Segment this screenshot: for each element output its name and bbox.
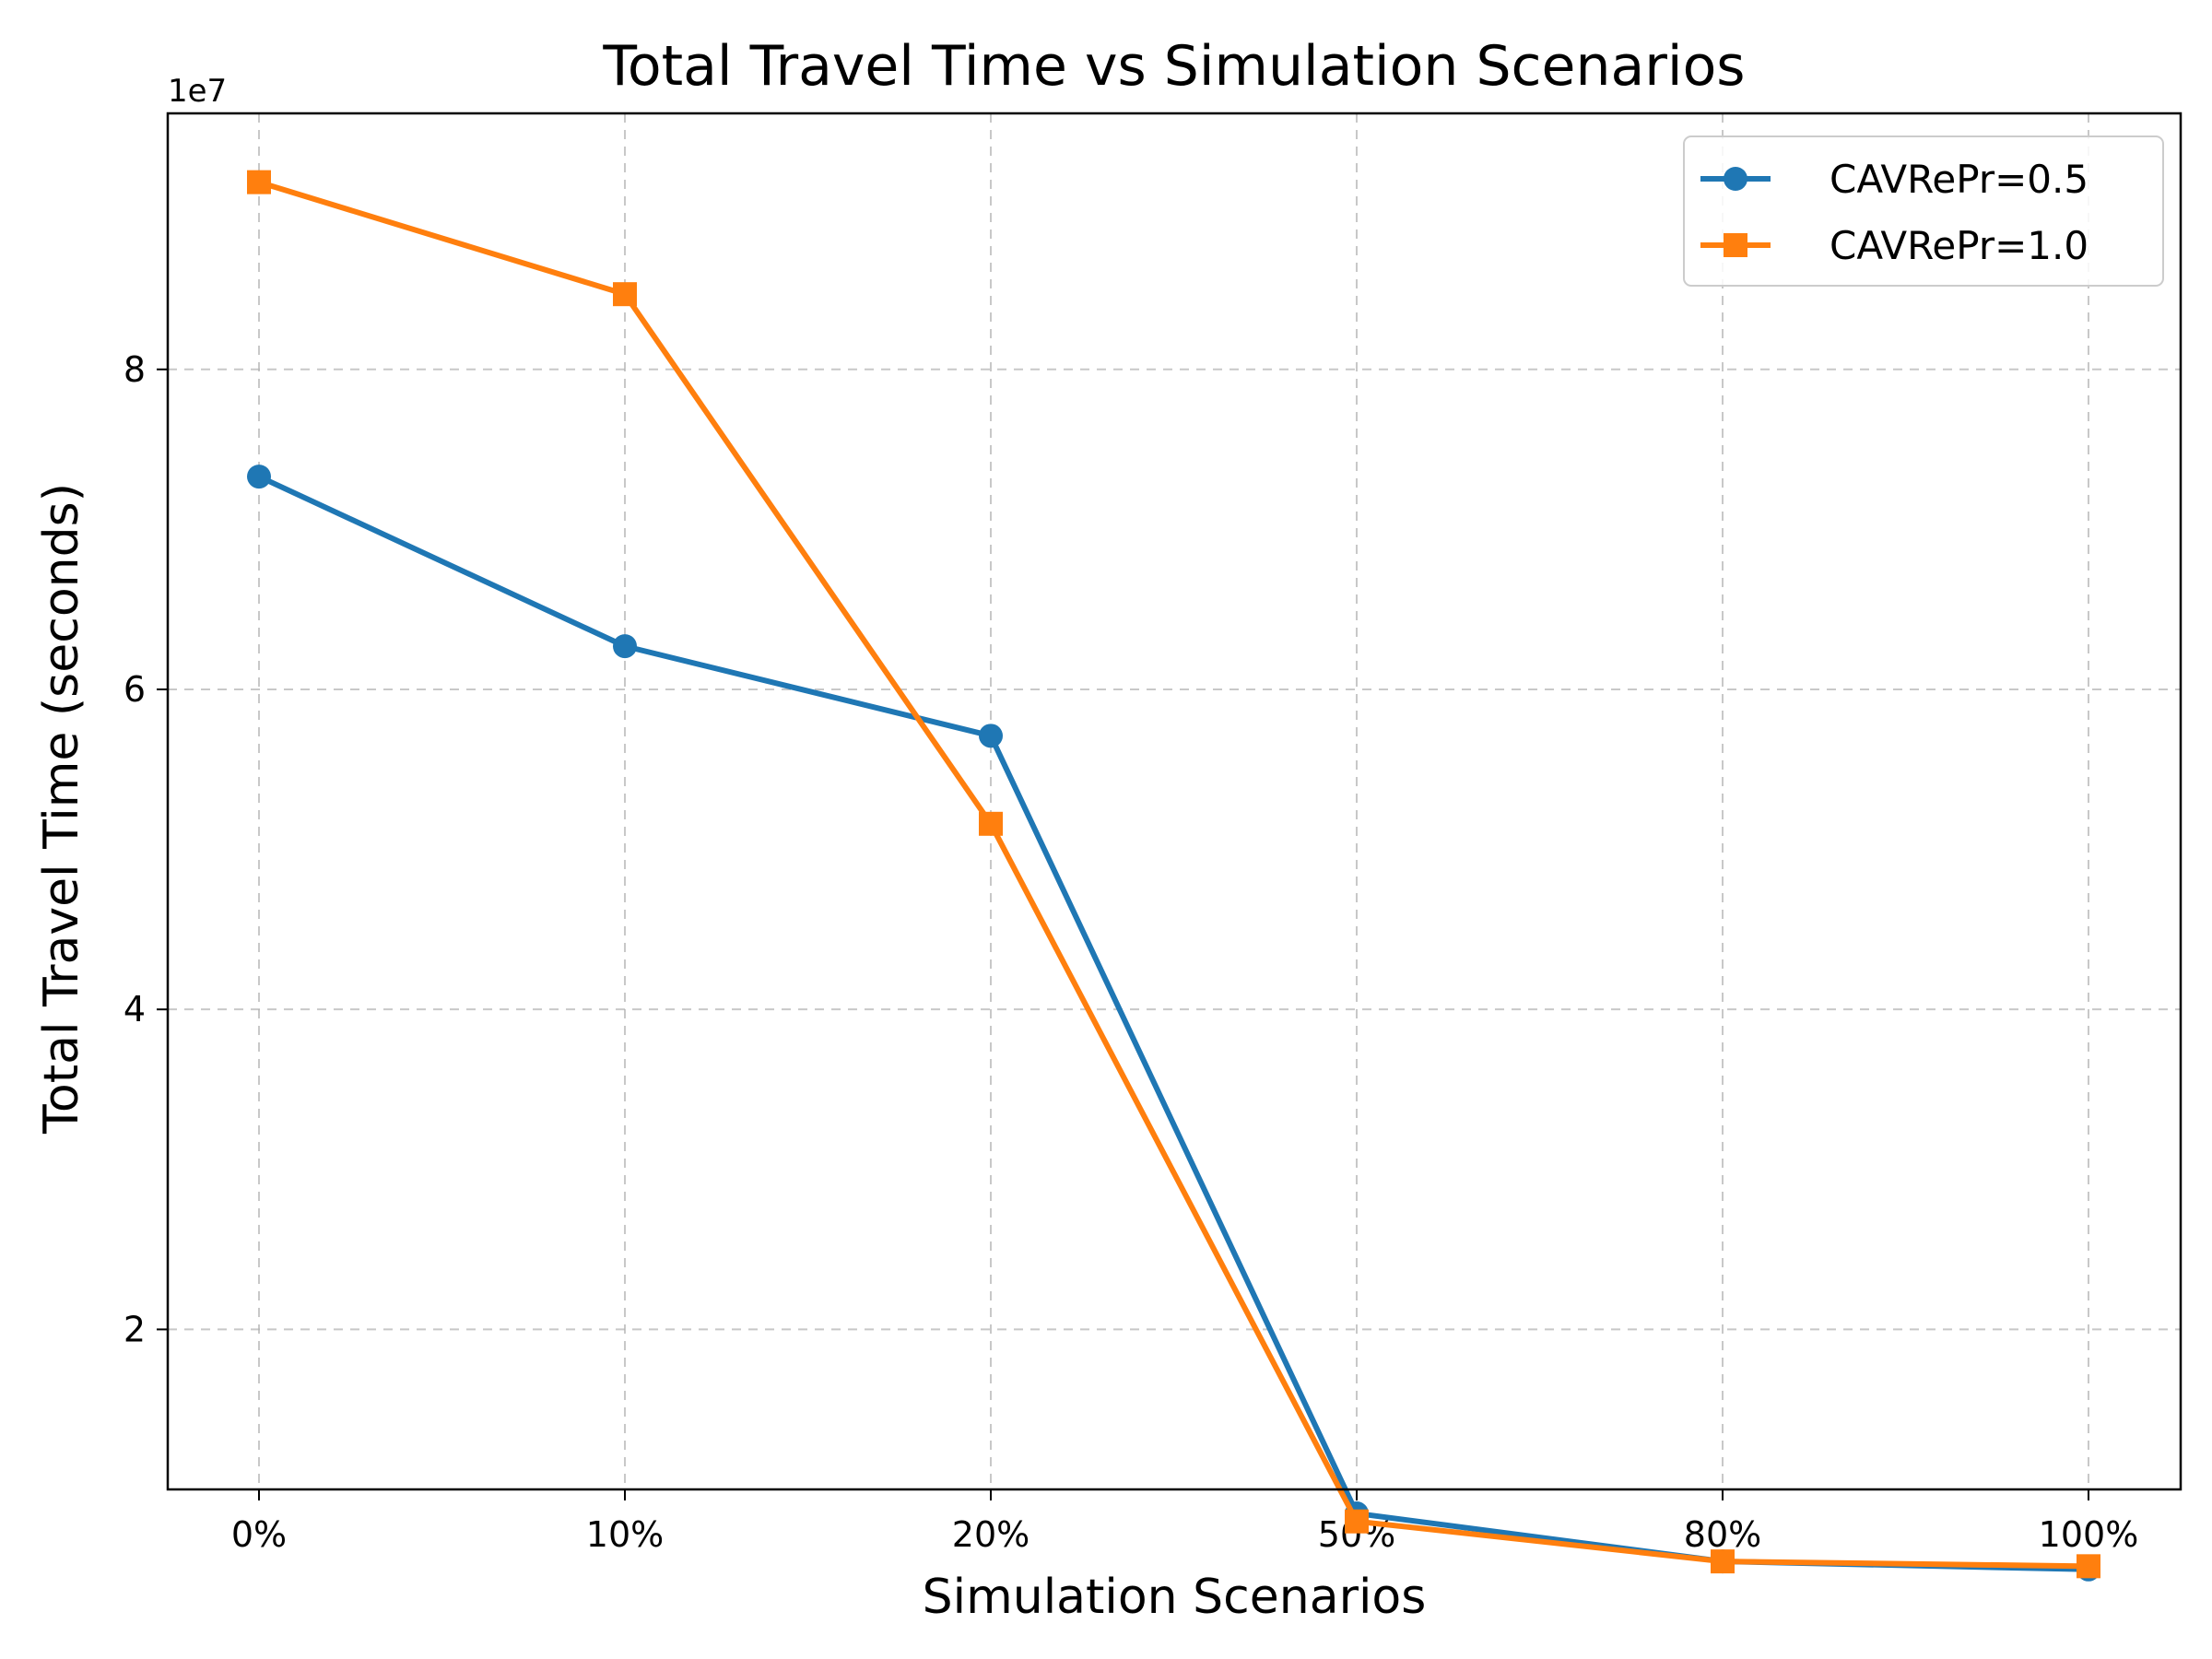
legend-marker xyxy=(1724,167,1747,191)
y-tick-label: 6 xyxy=(124,669,146,710)
x-axis-title: Simulation Scenarios xyxy=(923,1570,1427,1625)
chart-title: Total Travel Time vs Simulation Scenario… xyxy=(602,34,1745,99)
y-axis-ticks: 2 4 6 8 xyxy=(124,349,168,1349)
legend-label: CAVRePr=1.0 xyxy=(1830,223,2088,268)
series-line xyxy=(256,179,2091,1570)
x-tick-label: 10% xyxy=(586,1514,664,1555)
data-point xyxy=(613,634,637,659)
series-1 xyxy=(247,465,2100,1582)
grid-lines xyxy=(168,113,2181,1489)
x-tick-label: 20% xyxy=(952,1514,1030,1555)
y-axis-offset-label: 1e7 xyxy=(168,73,227,110)
y-axis-title: Total Travel Time (seconds) xyxy=(34,483,89,1135)
y-tick-label: 2 xyxy=(124,1309,146,1349)
x-tick-label: 0% xyxy=(231,1514,287,1555)
data-point xyxy=(979,724,1003,748)
series-2 xyxy=(247,170,2100,1579)
legend-marker xyxy=(1724,233,1747,257)
data-point xyxy=(979,811,1003,836)
legend-label: CAVRePr=0.5 xyxy=(1830,157,2088,202)
data-point xyxy=(1345,1509,1369,1534)
x-tick-label: 80% xyxy=(1684,1514,1761,1555)
plot-area: 0% 10% 20% 50% 80% 100%2468CAVRePr=0.5CAVRePr… xyxy=(124,112,2183,1582)
legend: CAVRePr=0.5 CAVRePr=1.0 xyxy=(1683,135,2164,287)
series-line xyxy=(256,474,2091,1572)
data-point xyxy=(2077,1554,2100,1579)
y-tick-label: 8 xyxy=(124,349,146,390)
legend-item: CAVRePr=0.5 xyxy=(1700,157,2088,202)
legend-box xyxy=(1683,135,2164,287)
legend-item: CAVRePr=1.0 xyxy=(1700,223,2088,268)
data-point xyxy=(247,465,271,489)
y-tick-label: 4 xyxy=(124,989,146,1030)
data-point xyxy=(613,282,637,307)
x-axis-ticks: 0% 10% 20% 50% 80% 100% xyxy=(231,1489,2138,1555)
x-tick-label: 100% xyxy=(2039,1514,2139,1555)
data-point xyxy=(247,170,271,194)
plot-frame xyxy=(166,112,2183,1491)
data-point xyxy=(1711,1549,1735,1574)
